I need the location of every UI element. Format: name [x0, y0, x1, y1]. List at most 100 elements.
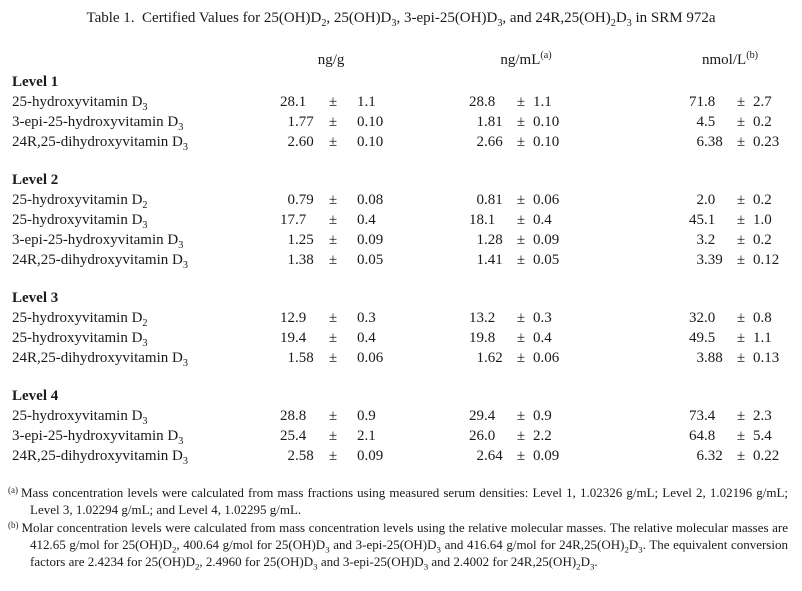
value-frac-ng_g: .4 — [295, 330, 307, 346]
value-int-ng_mL: 1 — [476, 252, 485, 268]
table-row: 25-hydroxyvitamin D3 28.1 ±1.1 28.8 ±1.1 71.8… — [12, 94, 802, 114]
value-frac-nmol_L: .1 — [704, 212, 716, 228]
value-frac-ng_g: .77 — [295, 114, 314, 130]
value-frac-ng_g: .58 — [295, 350, 314, 366]
value-int-ng_g: 12 — [280, 310, 295, 326]
uncertainty-nmol_L: 0.22 — [753, 448, 780, 464]
plus-minus-sign: ± — [516, 192, 526, 208]
value-int-ng_mL: 1 — [476, 114, 485, 130]
uncertainty-ng_mL: 0.06 — [533, 350, 560, 366]
uncertainty-nmol_L: 1.1 — [753, 330, 772, 346]
plus-minus-sign: ± — [736, 448, 746, 464]
value-int-ng_mL: 0 — [476, 192, 485, 208]
value-frac-ng_g: .9 — [295, 310, 307, 326]
uncertainty-ng_g: 0.3 — [357, 310, 376, 326]
uncertainty-nmol_L: 2.7 — [753, 94, 772, 110]
plus-minus-sign: ± — [516, 350, 526, 366]
value-int-nmol_L: 71 — [689, 94, 705, 110]
plus-minus-sign: ± — [736, 408, 746, 424]
uncertainty-nmol_L: 0.8 — [753, 310, 772, 326]
plus-minus-sign: ± — [328, 310, 338, 326]
plus-minus-sign: ± — [736, 192, 746, 208]
value-frac-ng_mL: .81 — [484, 114, 503, 130]
value-int-ng_mL: 29 — [469, 408, 485, 424]
footnote-a: (a) Mass concentration levels were calcul… — [8, 485, 788, 518]
plus-minus-sign: ± — [328, 252, 338, 268]
value-int-ng_g: 19 — [280, 330, 295, 346]
analyte-name: 25-hydroxyvitamin D3 — [12, 94, 148, 113]
spacer-cell — [12, 154, 802, 172]
value-frac-ng_mL: .62 — [484, 350, 503, 366]
level-header-row: Level 4 — [12, 388, 802, 408]
plus-minus-sign: ± — [736, 310, 746, 326]
plus-minus-sign: ± — [736, 212, 746, 228]
plus-minus-sign: ± — [328, 232, 338, 248]
value-int-ng_mL: 18 — [469, 212, 485, 228]
value-frac-ng_g: .7 — [295, 212, 307, 228]
plus-minus-sign: ± — [736, 330, 746, 346]
table-row: 25-hydroxyvitamin D2 0.79 ±0.08 0.81 ±0.06 2.… — [12, 192, 802, 212]
value-int-nmol_L: 73 — [689, 408, 705, 424]
value-int-nmol_L: 3 — [696, 252, 705, 268]
value-frac-nmol_L: .39 — [704, 252, 723, 268]
uncertainty-ng_mL: 0.10 — [533, 134, 560, 150]
value-int-nmol_L: 64 — [689, 428, 705, 444]
value-int-ng_mL: 28 — [469, 94, 485, 110]
spacer-cell — [12, 272, 802, 290]
value-frac-ng_mL: .8 — [484, 94, 496, 110]
uncertainty-ng_mL: 0.06 — [533, 192, 560, 208]
level-label: Level 3 — [12, 290, 59, 306]
table-row: 3-epi-25-hydroxyvitamin D3 25.4 ±2.1 26.0 ±2… — [12, 428, 802, 448]
plus-minus-sign: ± — [516, 134, 526, 150]
plus-minus-sign: ± — [516, 448, 526, 464]
analyte-name: 3-epi-25-hydroxyvitamin D3 — [12, 114, 184, 133]
value-int-nmol_L: 45 — [689, 212, 705, 228]
uncertainty-ng_g: 1.1 — [357, 94, 376, 110]
uncertainty-nmol_L: 0.12 — [753, 252, 780, 268]
value-frac-ng_g: .79 — [295, 192, 314, 208]
plus-minus-sign: ± — [328, 192, 338, 208]
uncertainty-ng_g: 2.1 — [357, 428, 376, 444]
value-int-ng_mL: 2 — [476, 134, 485, 150]
spacer-row — [12, 154, 802, 172]
analyte-name: 24R,25-dihydroxyvitamin D3 — [12, 350, 188, 369]
footnote-marker: (a) — [8, 485, 18, 495]
value-frac-nmol_L: .32 — [704, 448, 723, 464]
plus-minus-sign: ± — [328, 134, 338, 150]
value-int-ng_g: 2 — [287, 448, 296, 464]
plus-minus-sign: ± — [516, 252, 526, 268]
analyte-name: 25-hydroxyvitamin D3 — [12, 212, 148, 231]
uncertainty-ng_mL: 0.09 — [533, 232, 560, 248]
uncertainty-ng_mL: 0.05 — [533, 252, 560, 268]
value-int-ng_mL: 19 — [469, 330, 485, 346]
value-frac-nmol_L: .5 — [704, 330, 716, 346]
footnote-b: (b) Molar concentration levels were calcu… — [8, 519, 788, 572]
spacer-row — [12, 272, 802, 290]
value-frac-ng_mL: .2 — [484, 310, 496, 326]
value-frac-ng_mL: .4 — [484, 408, 496, 424]
value-int-nmol_L: 4 — [696, 114, 705, 130]
value-frac-ng_mL: .66 — [484, 134, 503, 150]
value-int-nmol_L: 49 — [689, 330, 705, 346]
value-int-ng_mL: 1 — [476, 350, 485, 366]
level-header-row: Level 2 — [12, 172, 802, 192]
uncertainty-nmol_L: 0.2 — [753, 114, 772, 130]
uncertainty-ng_g: 0.9 — [357, 408, 376, 424]
value-int-ng_g: 1 — [287, 350, 296, 366]
analyte-name: 24R,25-dihydroxyvitamin D3 — [12, 448, 188, 467]
table-row: 24R,25-dihydroxyvitamin D3 2.60 ±0.10 2.66 ±… — [12, 134, 802, 154]
uncertainty-ng_mL: 0.10 — [533, 114, 560, 130]
value-frac-nmol_L: .38 — [704, 134, 723, 150]
table-row: 25-hydroxyvitamin D2 12.9 ±0.3 13.2 ±0.3 32.0… — [12, 310, 802, 330]
value-int-ng_g: 1 — [287, 252, 296, 268]
analyte-name: 25-hydroxyvitamin D2 — [12, 310, 148, 329]
uncertainty-ng_mL: 0.3 — [533, 310, 552, 326]
plus-minus-sign: ± — [736, 94, 746, 110]
uncertainty-nmol_L: 5.4 — [753, 428, 772, 444]
table-row: 24R,25-dihydroxyvitamin D3 1.58 ±0.06 1.62 ±… — [12, 350, 802, 370]
table-row: 3-epi-25-hydroxyvitamin D3 1.77 ±0.10 1.81 ±… — [12, 114, 802, 134]
plus-minus-sign: ± — [328, 94, 338, 110]
value-int-nmol_L: 2 — [696, 192, 705, 208]
plus-minus-sign: ± — [516, 114, 526, 130]
